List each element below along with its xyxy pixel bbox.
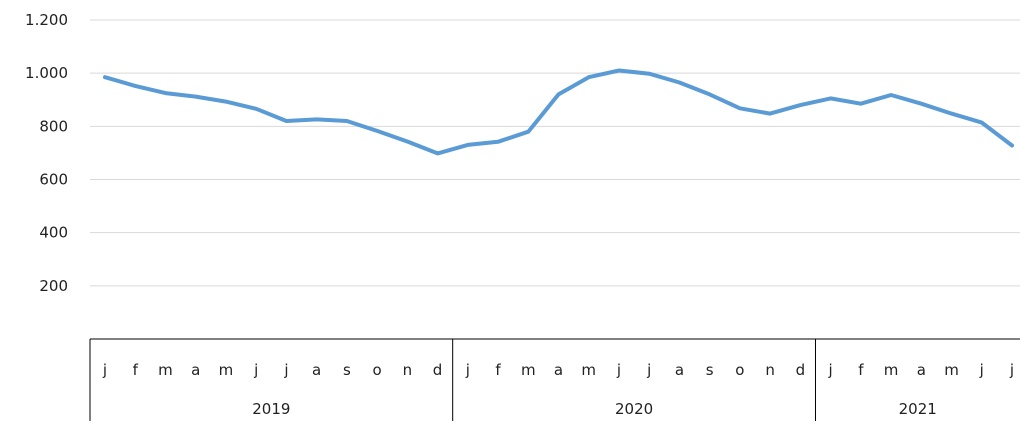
month-label: j xyxy=(828,361,833,379)
month-label: f xyxy=(495,361,501,379)
y-tick-label: 1.200 xyxy=(25,11,68,29)
month-label: a xyxy=(312,361,321,379)
month-label: j xyxy=(979,361,984,379)
month-label: s xyxy=(706,361,714,379)
series-line xyxy=(103,68,1014,156)
month-label: a xyxy=(917,361,926,379)
year-label-2019: 2019 xyxy=(252,400,290,418)
month-label: o xyxy=(735,361,744,379)
year-label-2021: 2021 xyxy=(899,400,937,418)
y-tick-label: 200 xyxy=(39,277,68,295)
month-label: j xyxy=(283,361,288,379)
month-label: a xyxy=(554,361,563,379)
month-label: m xyxy=(944,361,959,379)
month-label: a xyxy=(191,361,200,379)
month-label: j xyxy=(616,361,621,379)
gridlines xyxy=(90,19,1020,287)
month-label: j xyxy=(1009,361,1014,379)
month-label: n xyxy=(403,361,413,379)
month-label: s xyxy=(343,361,351,379)
category-axis xyxy=(89,338,1020,421)
month-label: o xyxy=(373,361,382,379)
month-label: f xyxy=(858,361,864,379)
series-layer xyxy=(103,68,1014,156)
month-label: f xyxy=(133,361,139,379)
month-label: m xyxy=(581,361,596,379)
month-label: m xyxy=(219,361,234,379)
y-tick-label: 400 xyxy=(39,224,68,242)
year-labels: 2019 2020 2021 xyxy=(252,400,937,418)
month-label: j xyxy=(253,361,258,379)
y-tick-label: 1.000 xyxy=(25,64,68,82)
month-label: a xyxy=(675,361,684,379)
month-label: j xyxy=(646,361,651,379)
month-label: j xyxy=(102,361,107,379)
month-label: n xyxy=(765,361,775,379)
month-label: m xyxy=(521,361,536,379)
y-tick-label: 600 xyxy=(39,171,68,189)
month-label: m xyxy=(158,361,173,379)
month-label: d xyxy=(433,361,443,379)
year-label-2020: 2020 xyxy=(615,400,653,418)
month-label: j xyxy=(465,361,470,379)
month-label: m xyxy=(884,361,899,379)
month-label: d xyxy=(796,361,806,379)
y-tick-label: 800 xyxy=(39,117,68,135)
y-axis-tick-labels: 200 400 600 800 1.000 1.200 xyxy=(25,11,68,295)
